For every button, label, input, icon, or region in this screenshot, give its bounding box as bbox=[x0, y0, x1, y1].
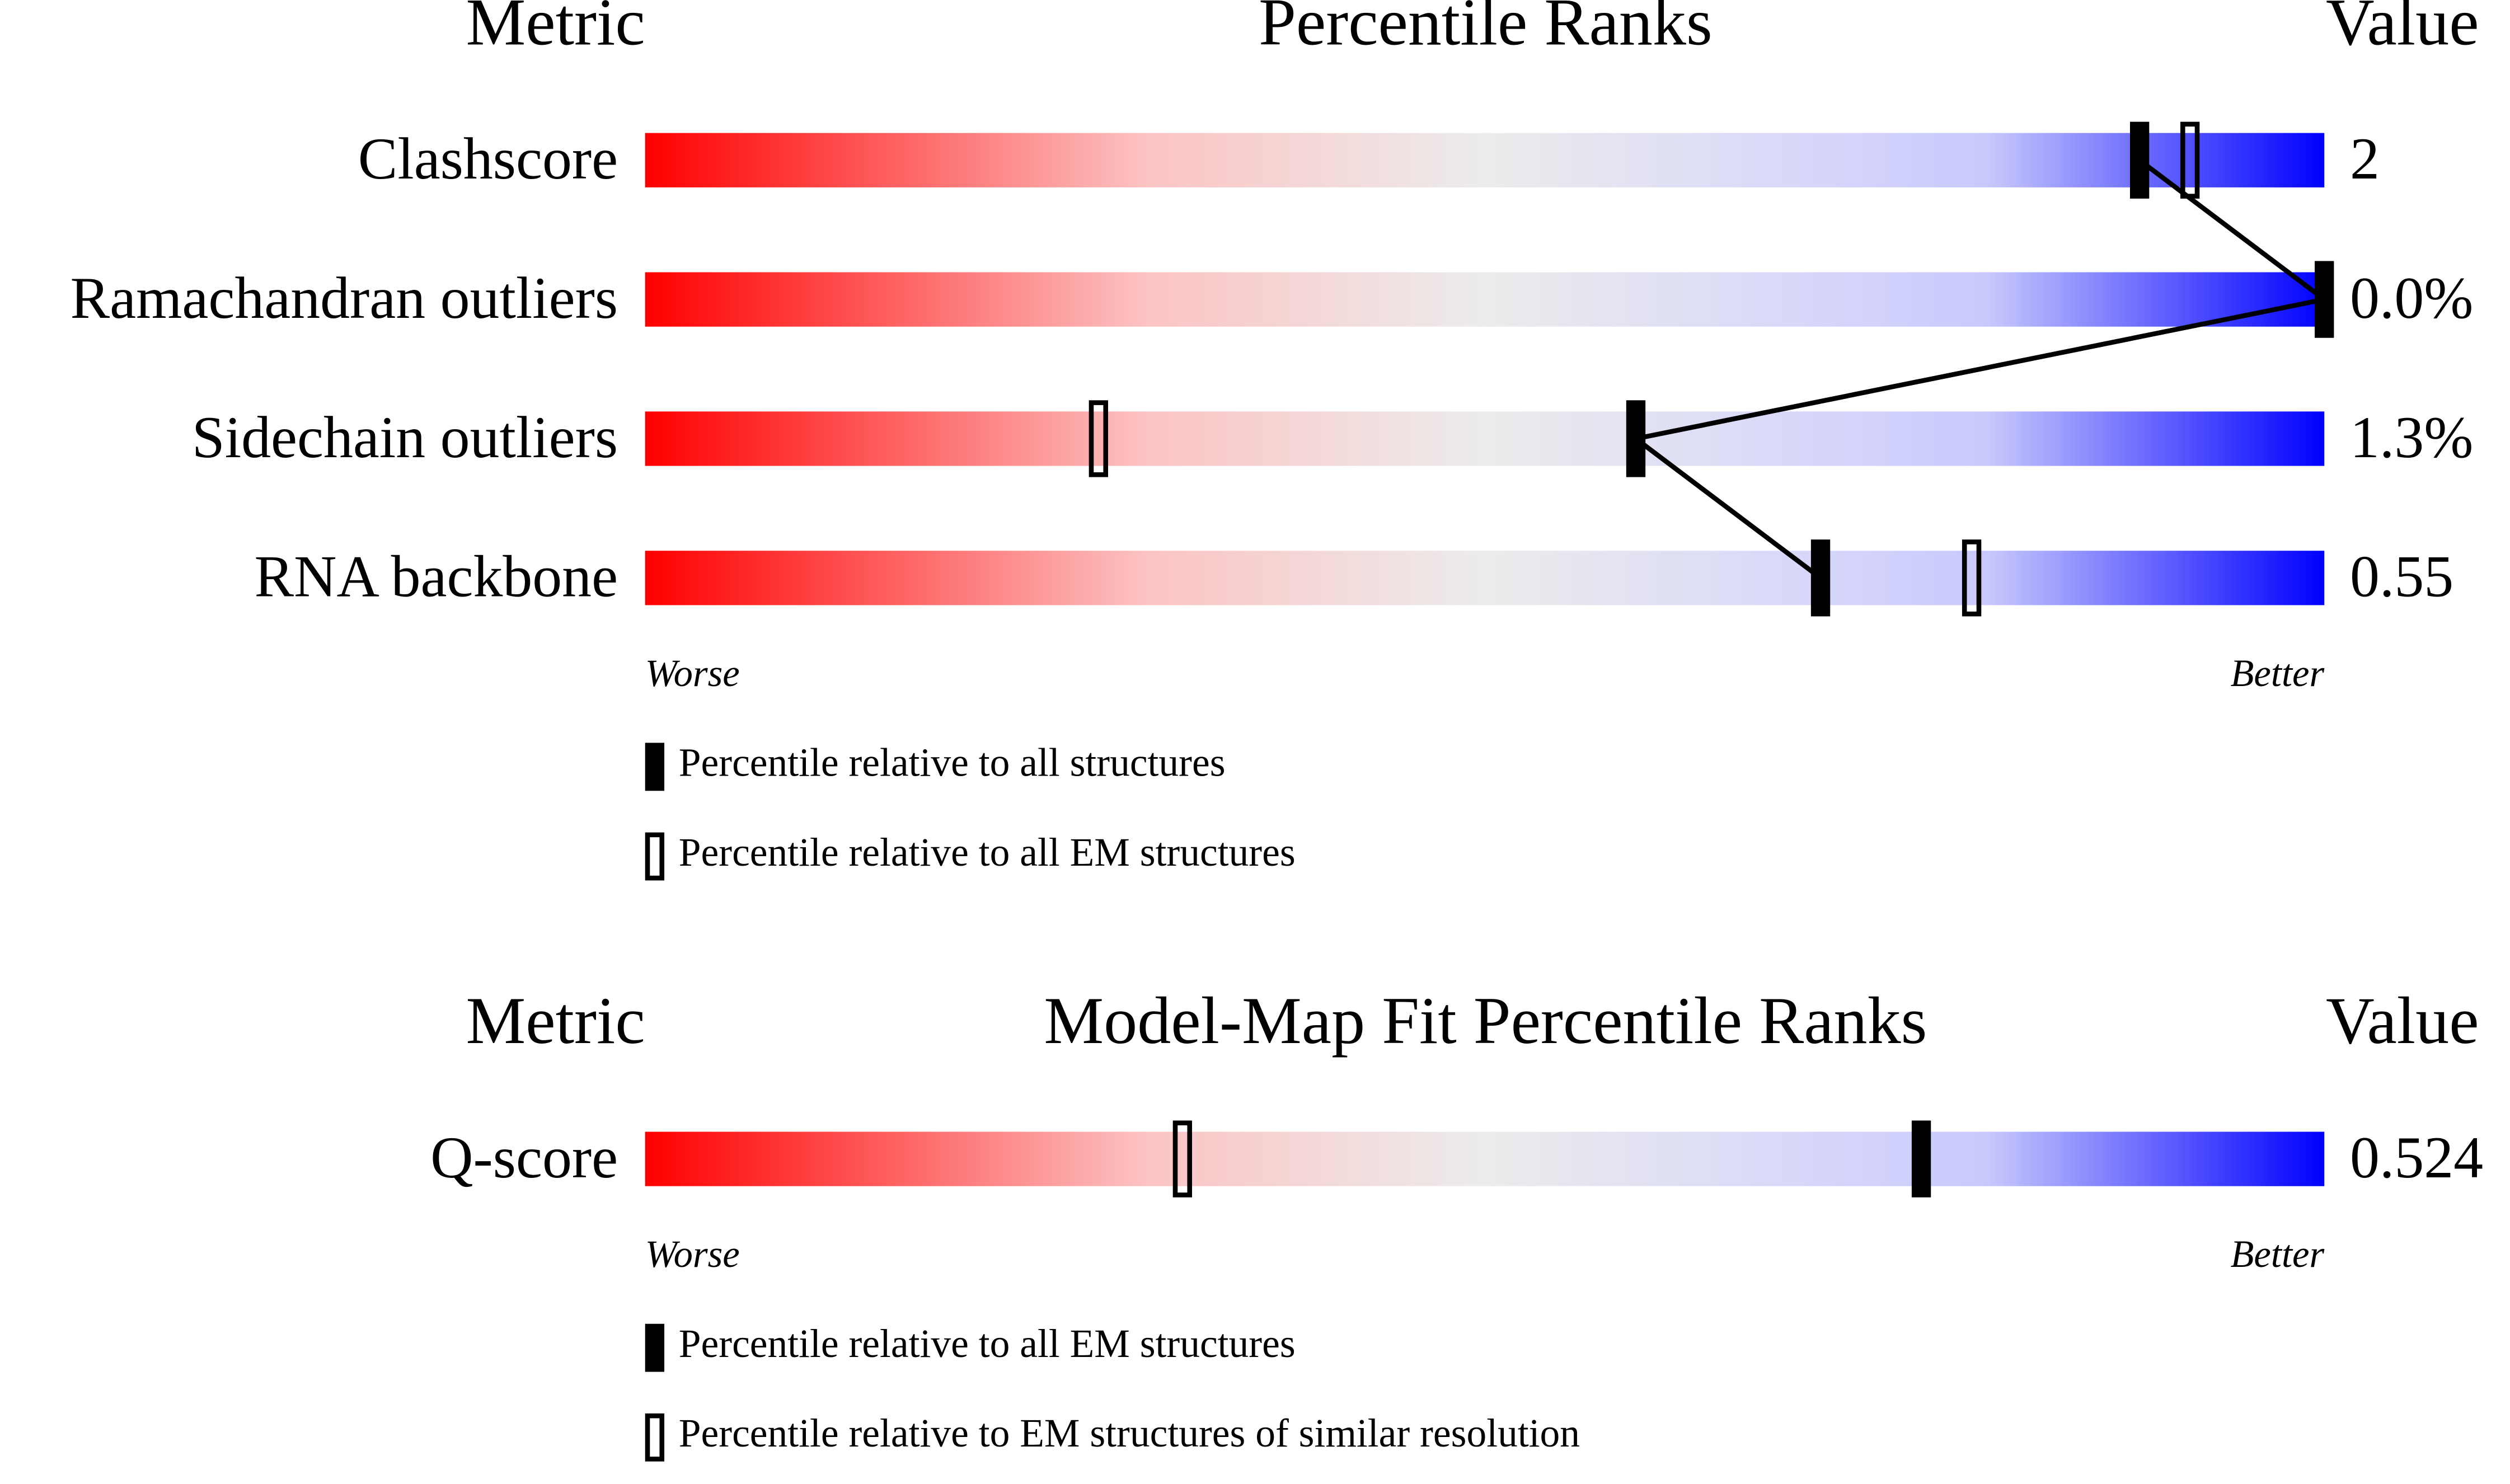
legend-label: Percentile relative to all EM structures bbox=[679, 1322, 1296, 1366]
metric-label: Q-score bbox=[430, 1125, 618, 1190]
metric-label: RNA backbone bbox=[255, 544, 618, 609]
marker-filled bbox=[2129, 121, 2150, 199]
percentile-bar bbox=[645, 1131, 2325, 1186]
worse-label: Worse bbox=[645, 1233, 740, 1275]
chart-title: Model-Map Fit Percentile Ranks bbox=[1044, 983, 1927, 1058]
better-label: Better bbox=[2231, 1233, 2325, 1275]
metric-header: Metric bbox=[466, 0, 645, 59]
percentile-bar bbox=[645, 551, 2325, 605]
marker-outline bbox=[1962, 539, 1982, 617]
legend-label: Percentile relative to EM structures of … bbox=[679, 1411, 1580, 1455]
percentile-bar bbox=[645, 133, 2325, 187]
metric-label: Ramachandran outliers bbox=[71, 265, 618, 331]
metric-value: 1.3% bbox=[2350, 405, 2473, 470]
worse-label: Worse bbox=[645, 652, 740, 694]
metric-value: 2 bbox=[2350, 126, 2380, 191]
marker-outline bbox=[1172, 1120, 1193, 1197]
marker-filled bbox=[1626, 400, 1646, 477]
value-header: Value bbox=[2326, 0, 2479, 59]
better-label: Better bbox=[2231, 652, 2325, 694]
legend-swatch bbox=[645, 743, 665, 791]
marker-filled bbox=[2315, 261, 2334, 338]
metric-value: 0.524 bbox=[2350, 1125, 2483, 1190]
legend-swatch bbox=[645, 832, 665, 881]
marker-filled bbox=[1911, 1120, 1931, 1197]
percentile-bar bbox=[645, 272, 2325, 327]
chart-title: Percentile Ranks bbox=[1259, 0, 1713, 59]
legend-label: Percentile relative to all EM structures bbox=[679, 830, 1296, 875]
metric-label: Sidechain outliers bbox=[192, 405, 618, 470]
metric-label: Clashscore bbox=[358, 126, 618, 191]
legend-swatch bbox=[645, 1413, 665, 1462]
marker-filled bbox=[1810, 539, 1831, 617]
marker-outline bbox=[1089, 400, 1109, 477]
legend-label: Percentile relative to all structures bbox=[679, 741, 1226, 785]
metric-header: Metric bbox=[466, 983, 645, 1058]
metric-value: 0.55 bbox=[2350, 544, 2453, 609]
value-header: Value bbox=[2326, 983, 2479, 1058]
connector-line bbox=[1630, 158, 2330, 580]
percentile-bar bbox=[645, 411, 2325, 466]
metric-value: 0.0% bbox=[2350, 265, 2473, 331]
marker-outline bbox=[2180, 121, 2200, 199]
legend-swatch bbox=[645, 1323, 665, 1372]
